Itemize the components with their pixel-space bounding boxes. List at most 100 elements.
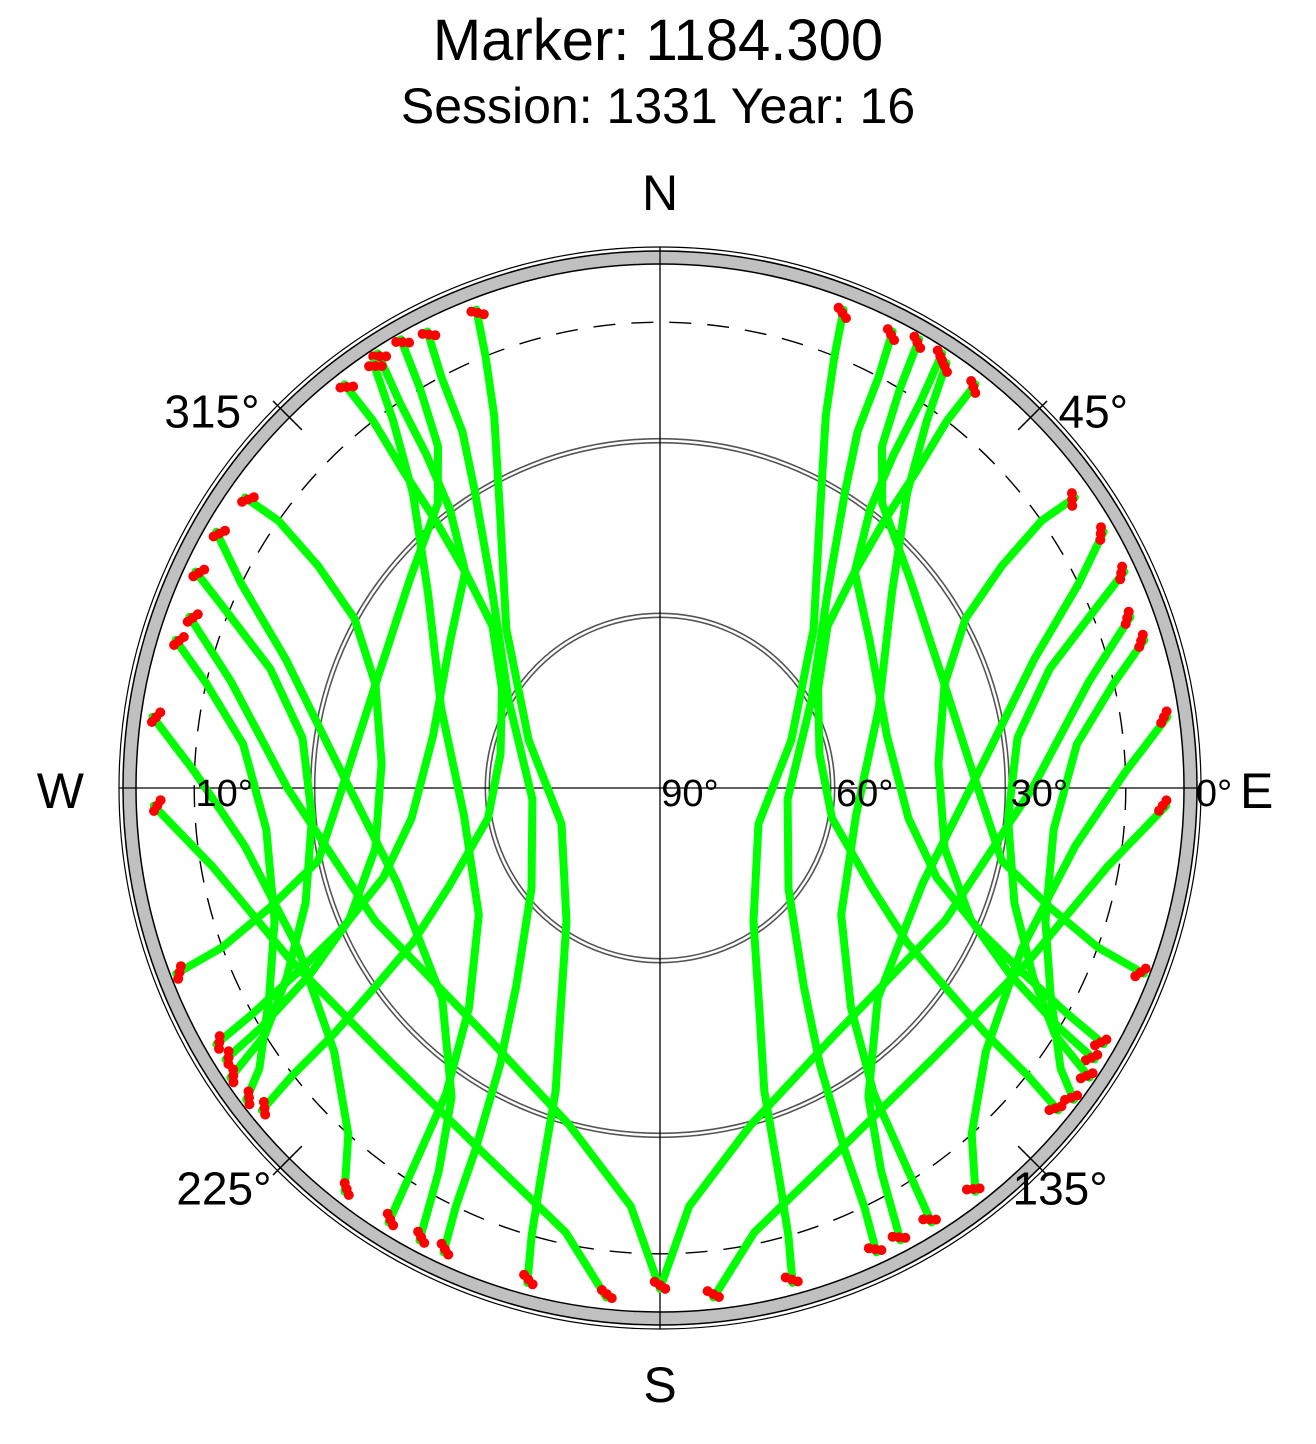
elevation-label: 60° bbox=[836, 773, 893, 815]
track-path bbox=[149, 801, 611, 1302]
low-elevation-point bbox=[780, 1272, 791, 1283]
satellite-track bbox=[221, 492, 386, 1069]
track-path bbox=[850, 349, 1108, 1049]
elevation-label: 0° bbox=[1196, 773, 1232, 815]
azimuth-label: 315° bbox=[164, 386, 259, 438]
track-path bbox=[837, 359, 951, 1227]
satellite-track bbox=[783, 324, 900, 1257]
low-elevation-point bbox=[1090, 1040, 1100, 1051]
track-path bbox=[934, 493, 1099, 1064]
satellite-track bbox=[864, 522, 1108, 1245]
low-elevation-point bbox=[381, 351, 392, 362]
satellite-track bbox=[417, 327, 537, 1260]
low-elevation-point bbox=[155, 707, 166, 718]
track-path bbox=[1041, 635, 1149, 1104]
satellite-track bbox=[749, 302, 851, 1287]
low-elevation-point bbox=[1115, 574, 1126, 585]
track-path bbox=[148, 712, 353, 1196]
azimuth-tick bbox=[1017, 400, 1048, 431]
track-path bbox=[212, 349, 470, 1049]
chart-title: Marker: 1184.300 bbox=[432, 8, 884, 73]
low-elevation-point bbox=[841, 313, 851, 324]
satellite-track bbox=[837, 355, 952, 1227]
low-elevation-point bbox=[339, 1178, 350, 1188]
low-elevation-point bbox=[942, 367, 952, 377]
track-path bbox=[656, 612, 1135, 1293]
satellite-track bbox=[1041, 629, 1149, 1105]
azimuth-tick bbox=[1017, 1145, 1048, 1176]
low-elevation-point bbox=[413, 1226, 424, 1237]
low-elevation-point bbox=[887, 1231, 898, 1242]
low-elevation-point bbox=[220, 525, 230, 536]
low-elevation-point bbox=[430, 330, 441, 341]
satellite-track bbox=[364, 359, 483, 1231]
low-elevation-point bbox=[1075, 1073, 1086, 1084]
low-elevation-point bbox=[1067, 500, 1078, 511]
west-label: W bbox=[37, 763, 85, 819]
track-path bbox=[221, 493, 386, 1064]
south-label: S bbox=[643, 1357, 676, 1413]
low-elevation-point bbox=[1134, 642, 1145, 652]
low-elevation-point bbox=[228, 1064, 239, 1075]
azimuth-label: 45° bbox=[1059, 386, 1129, 438]
low-elevation-point bbox=[1080, 1055, 1091, 1066]
low-elevation-point bbox=[192, 609, 203, 620]
azimuth-tick bbox=[272, 1145, 303, 1176]
low-elevation-point bbox=[223, 1046, 234, 1057]
low-elevation-point bbox=[702, 1286, 713, 1297]
satellite-track bbox=[466, 305, 571, 1290]
low-elevation-point bbox=[1154, 805, 1164, 816]
low-elevation-point bbox=[1156, 717, 1167, 728]
north-label: N bbox=[642, 165, 678, 221]
low-elevation-point bbox=[970, 388, 981, 398]
satellite-track bbox=[149, 795, 617, 1304]
low-elevation-point bbox=[478, 309, 489, 320]
low-elevation-point bbox=[961, 1184, 972, 1195]
track-path bbox=[171, 635, 279, 1104]
low-elevation-point bbox=[214, 1031, 225, 1042]
low-elevation-point bbox=[199, 564, 210, 575]
satellite-track bbox=[182, 609, 671, 1294]
low-elevation-point bbox=[863, 1243, 874, 1254]
low-elevation-point bbox=[243, 1086, 254, 1097]
low-elevation-point bbox=[404, 337, 415, 348]
track-path bbox=[709, 801, 1171, 1302]
elevation-label: 30° bbox=[1011, 773, 1068, 815]
low-elevation-point bbox=[596, 1285, 607, 1295]
track-path bbox=[864, 527, 1108, 1245]
low-elevation-point bbox=[1120, 619, 1131, 629]
low-elevation-point bbox=[258, 1096, 269, 1107]
low-elevation-point bbox=[915, 343, 926, 353]
track-path bbox=[212, 527, 456, 1245]
east-label: E bbox=[1240, 763, 1273, 819]
chart-subtitle: Session: 1331 Year: 16 bbox=[400, 78, 916, 134]
azimuth-label: 135° bbox=[1013, 1163, 1108, 1215]
low-elevation-point bbox=[248, 492, 259, 503]
track-path bbox=[423, 327, 537, 1257]
low-elevation-point bbox=[155, 795, 166, 806]
low-elevation-point bbox=[436, 1238, 447, 1249]
track-path bbox=[783, 327, 897, 1257]
low-elevation-point bbox=[175, 961, 186, 972]
low-elevation-point bbox=[1130, 971, 1141, 982]
elevation-label: 90° bbox=[661, 773, 718, 815]
satellite-track bbox=[208, 525, 456, 1248]
low-elevation-point bbox=[382, 1208, 393, 1219]
plot-labels: N S E W 45° 135° 225° 315° 0° 30° 60° 90° 10° bbox=[37, 165, 1274, 1413]
low-elevation-point bbox=[649, 1276, 660, 1287]
track-path bbox=[369, 359, 483, 1227]
low-elevation-point bbox=[348, 381, 359, 392]
track-path bbox=[472, 305, 571, 1287]
satellite-track bbox=[702, 795, 1172, 1302]
satellite-track bbox=[212, 349, 470, 1054]
low-elevation-point bbox=[519, 1269, 530, 1280]
azimuth-tick bbox=[272, 400, 303, 431]
satellite-track bbox=[146, 707, 354, 1200]
satellite-track bbox=[934, 488, 1103, 1066]
track-path bbox=[967, 712, 1172, 1196]
track-path bbox=[185, 612, 664, 1293]
low-elevation-point bbox=[918, 1214, 929, 1225]
azimuth-label: 225° bbox=[176, 1163, 271, 1215]
low-elevation-point bbox=[178, 632, 189, 642]
